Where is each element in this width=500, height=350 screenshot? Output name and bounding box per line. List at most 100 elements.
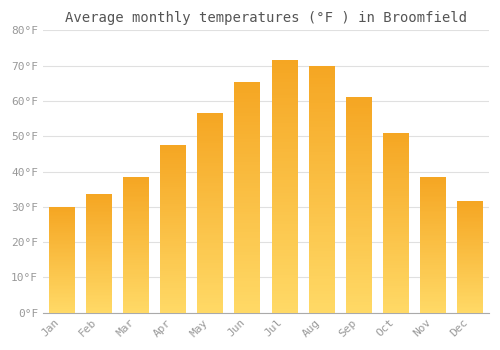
Bar [234,194,260,197]
Bar [86,299,112,301]
Bar [383,207,409,209]
Bar [86,221,112,223]
Bar [123,234,149,236]
Bar [234,240,260,243]
Bar [197,305,223,308]
Bar [86,283,112,285]
Bar [346,218,372,221]
Bar [346,243,372,245]
Bar [48,243,74,244]
Bar [383,133,409,135]
Bar [272,218,297,221]
Bar [420,182,446,184]
Bar [420,299,446,301]
Bar [197,170,223,173]
Bar [272,284,297,287]
Bar [234,105,260,107]
Bar [86,258,112,259]
Bar [308,103,334,106]
Bar [160,193,186,195]
Bar [86,242,112,243]
Bar [160,195,186,197]
Bar [197,270,223,273]
Bar [458,215,483,217]
Bar [383,151,409,153]
Bar [234,211,260,215]
Bar [420,263,446,265]
Bar [272,190,297,193]
Bar [308,297,334,300]
Bar [234,186,260,188]
Bar [272,281,297,284]
Bar [420,301,446,302]
Bar [160,170,186,172]
Bar [48,307,74,309]
Bar [123,301,149,302]
Bar [160,268,186,271]
Bar [234,90,260,93]
Bar [48,292,74,293]
Bar [48,298,74,299]
Bar [160,158,186,160]
Bar [346,280,372,283]
Bar [308,158,334,161]
Bar [272,262,297,265]
Bar [420,241,446,243]
Bar [48,310,74,311]
Bar [160,166,186,168]
Bar [48,224,74,225]
Bar [346,229,372,232]
Bar [458,284,483,285]
Bar [272,228,297,231]
Bar [197,220,223,223]
Bar [458,267,483,268]
Bar [48,297,74,298]
Bar [420,306,446,308]
Bar [234,249,260,252]
Bar [346,127,372,130]
Bar [234,203,260,206]
Bar [197,248,223,250]
Bar [86,264,112,265]
Bar [197,133,223,136]
Bar [383,184,409,187]
Bar [420,233,446,234]
Bar [383,238,409,241]
Bar [346,307,372,310]
Bar [383,135,409,137]
Bar [234,261,260,264]
Bar [308,241,334,245]
Bar [123,206,149,208]
Bar [48,232,74,233]
Bar [458,304,483,306]
Bar [197,290,223,293]
Bar [308,186,334,189]
Bar [86,259,112,261]
Bar [308,229,334,232]
Bar [123,302,149,304]
Bar [197,121,223,123]
Bar [197,298,223,300]
Bar [458,300,483,302]
Bar [48,251,74,252]
Bar [308,112,334,115]
Bar [346,143,372,146]
Bar [272,152,297,155]
Bar [458,261,483,262]
Bar [458,257,483,258]
Bar [458,272,483,274]
Bar [458,217,483,218]
Bar [346,130,372,132]
Bar [420,194,446,196]
Bar [272,183,297,187]
Bar [123,258,149,260]
Bar [86,240,112,242]
Bar [86,296,112,298]
Bar [197,255,223,258]
Bar [234,183,260,186]
Bar [197,278,223,280]
Bar [383,137,409,140]
Bar [234,295,260,298]
Bar [234,96,260,99]
Bar [383,182,409,184]
